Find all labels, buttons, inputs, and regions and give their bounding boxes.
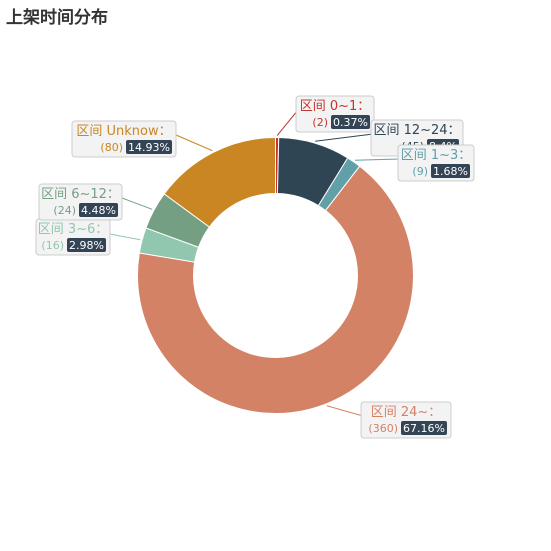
- slice-label-2: 区间 1~3： 1.68% (9): [397, 144, 475, 182]
- label-name: 区间 12~24：: [373, 123, 460, 138]
- slice-label-5: 区间 6~12： 4.48% (24): [38, 183, 123, 221]
- percent-badge: [67, 238, 106, 252]
- slice-label-6: 区间 Unknow： 14.93% (80): [71, 120, 177, 158]
- slice-label-0: 区间 0~1： 0.37% (2): [295, 95, 375, 133]
- label-name: 区间 0~1：: [300, 99, 371, 114]
- chart-title: 上架时间分布: [6, 8, 108, 28]
- label-percent: 0.37%: [333, 116, 368, 129]
- percent-badge: [126, 140, 172, 154]
- label-count: (2): [312, 116, 328, 129]
- label-count: (80): [100, 141, 123, 154]
- label-percent: 2.98%: [69, 239, 104, 252]
- leader-line-4: [109, 233, 141, 241]
- label-name: 区间 6~12：: [41, 187, 120, 202]
- label-name: 区间 Unknow：: [76, 124, 171, 139]
- leader-line-1: [315, 133, 374, 142]
- label-percent: 1.68%: [433, 165, 468, 178]
- label-name: 区间 24~：: [371, 405, 442, 420]
- slice-label-4: 区间 3~6： 2.98% (16): [35, 218, 111, 256]
- label-percent: 4.48%: [81, 204, 116, 217]
- slice-6[interactable]: [163, 136, 276, 228]
- percent-badge: [331, 115, 370, 129]
- leader-line-2: [354, 158, 401, 161]
- label-name: 区间 1~3：: [401, 148, 472, 163]
- label-percent: 14.93%: [128, 141, 170, 154]
- leader-line-3: [326, 405, 364, 417]
- leader-line-0: [276, 109, 299, 136]
- label-count: (9): [412, 165, 428, 178]
- leader-line-6: [175, 134, 213, 152]
- label-count: (360): [368, 422, 398, 435]
- percent-badge: [401, 421, 447, 435]
- percent-badge: [431, 164, 470, 178]
- slice-label-3: 区间 24~： 67.16% (360): [360, 401, 452, 439]
- leader-line-5: [121, 197, 153, 210]
- label-percent: 67.16%: [403, 422, 445, 435]
- percent-badge: [79, 203, 118, 217]
- label-count: (24): [53, 204, 76, 217]
- slice-3[interactable]: [137, 165, 414, 414]
- label-count: (16): [41, 239, 64, 252]
- label-name: 区间 3~6：: [38, 222, 109, 237]
